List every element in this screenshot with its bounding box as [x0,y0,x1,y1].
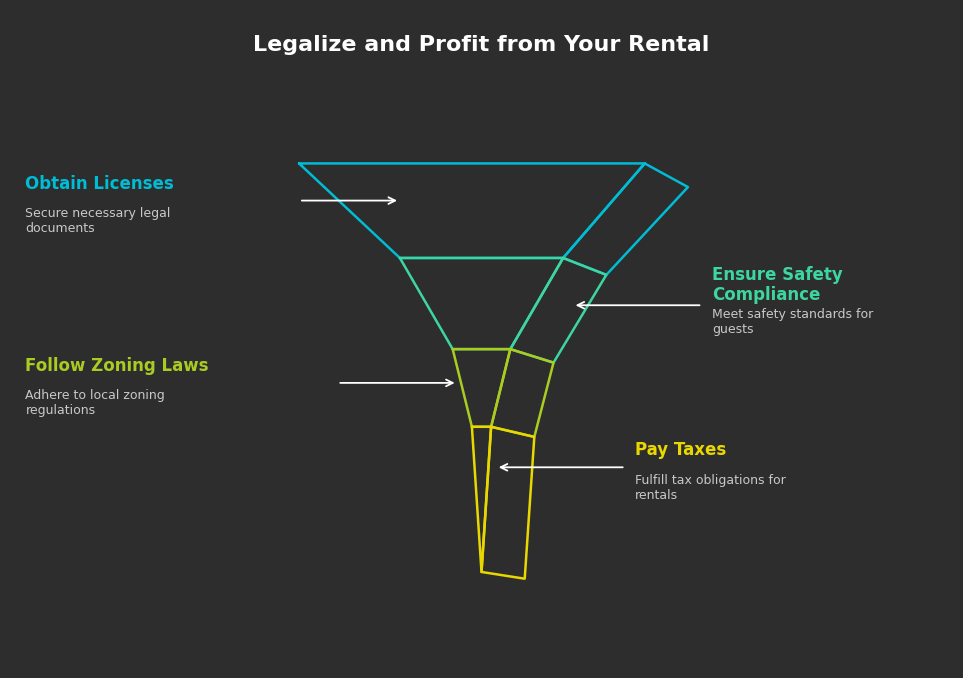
Text: Follow Zoning Laws: Follow Zoning Laws [25,357,209,375]
Text: Secure necessary legal
documents: Secure necessary legal documents [25,207,170,235]
Text: Fulfill tax obligations for
rentals: Fulfill tax obligations for rentals [636,473,786,502]
Text: Ensure Safety
Compliance: Ensure Safety Compliance [712,266,843,304]
Text: Adhere to local zoning
regulations: Adhere to local zoning regulations [25,389,165,417]
Text: Obtain Licenses: Obtain Licenses [25,175,174,193]
Text: Pay Taxes: Pay Taxes [636,441,726,460]
Text: Meet safety standards for
guests: Meet safety standards for guests [712,308,873,336]
Text: Legalize and Profit from Your Rental: Legalize and Profit from Your Rental [253,35,710,56]
